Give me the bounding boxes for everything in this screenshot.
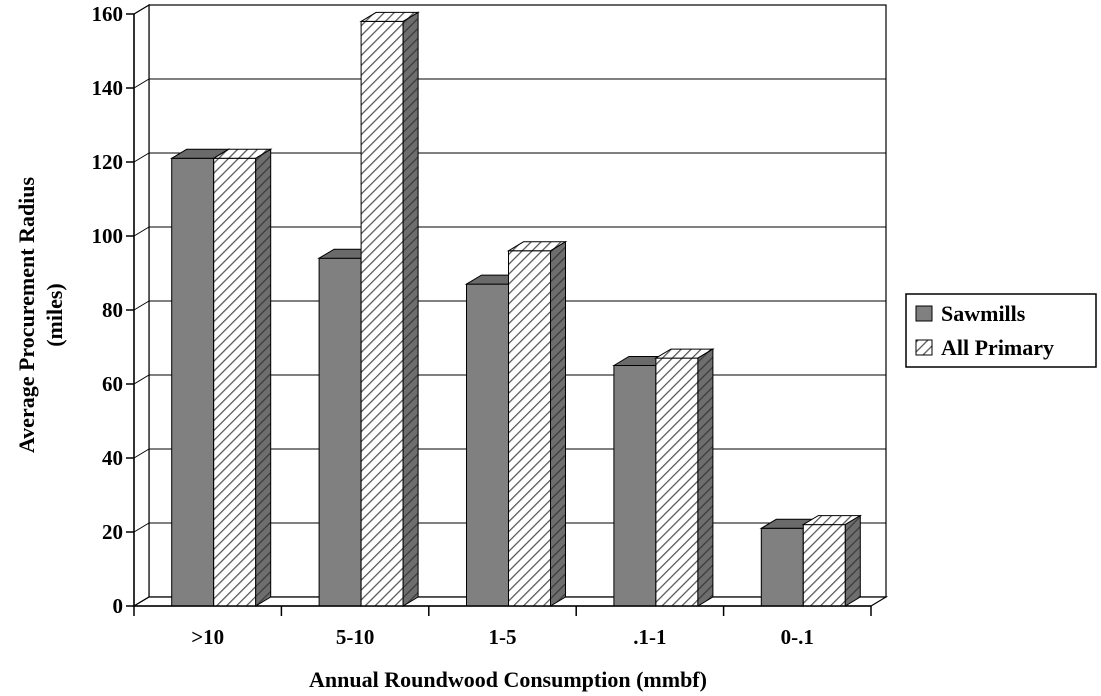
x-tick-label: 0-.1: [781, 625, 814, 649]
y-tick-label: 100: [92, 224, 124, 248]
gridline-side: [133, 78, 150, 89]
bar-front: [613, 365, 657, 607]
y-tick-label: 160: [92, 2, 124, 26]
gridline-side: [133, 374, 150, 385]
bar-front: [508, 250, 551, 607]
y-tick-label: 40: [102, 446, 123, 470]
y-axis: 0 20 40 60 80 100 120 140 160: [92, 2, 135, 618]
gridline-side: [133, 522, 150, 533]
legend: Sawmills All Primary: [905, 293, 1097, 368]
y-tick-label: 80: [102, 298, 123, 322]
legend-swatch-all-primary: [915, 339, 933, 356]
x-tick-label: 1-5: [489, 625, 517, 649]
y-tick-label: 60: [102, 372, 123, 396]
y-axis-title-line2: (miles): [42, 283, 67, 347]
legend-label-sawmills: Sawmills: [941, 301, 1026, 326]
bar-all-primary-3: [654, 348, 715, 607]
gridline-side: [133, 300, 150, 311]
bar-side: [255, 148, 272, 607]
bar-all-primary-0: [211, 148, 273, 607]
gridline-side: [133, 4, 150, 15]
gridline-side: [133, 596, 150, 607]
bar-front: [802, 524, 846, 607]
y-tick-label: 20: [102, 520, 123, 544]
bar-front: [171, 157, 215, 607]
bar-all-primary-4: [801, 514, 863, 607]
gridline-side: [133, 226, 150, 237]
bar-all-primary-2: [506, 240, 568, 607]
bar-side: [550, 240, 566, 607]
bar-front: [360, 20, 404, 607]
bar-side: [844, 514, 861, 607]
x-axis: >10 5-10 1-5 .1-1 0-.1: [133, 605, 872, 649]
x-tick-label: 5-10: [336, 625, 375, 649]
y-tick-label: 140: [92, 76, 124, 100]
bar-front: [318, 257, 362, 607]
y-tick-label: 0: [113, 594, 124, 618]
legend-swatch-sawmills: [915, 305, 933, 322]
bar-all-primary-1: [359, 11, 420, 607]
bar-front: [213, 157, 257, 607]
bars: [169, 11, 863, 607]
bar-side: [402, 11, 419, 607]
y-axis-title-line1: Average Procurement Radius: [14, 176, 39, 453]
bar-front: [655, 357, 699, 607]
gridline-side: [133, 152, 150, 163]
bar-front: [760, 527, 804, 607]
gridline-side: [133, 448, 150, 459]
bar-front: [466, 283, 509, 607]
x-axis-title: Annual Roundwood Consumption (mmbf): [309, 667, 707, 692]
bar-side: [697, 348, 714, 607]
y-tick-label: 120: [92, 150, 124, 174]
legend-label-all-primary: All Primary: [941, 335, 1054, 360]
legend-box: [905, 293, 1097, 368]
x-tick-label: >10: [191, 625, 224, 649]
x-tick-label: .1-1: [633, 625, 666, 649]
